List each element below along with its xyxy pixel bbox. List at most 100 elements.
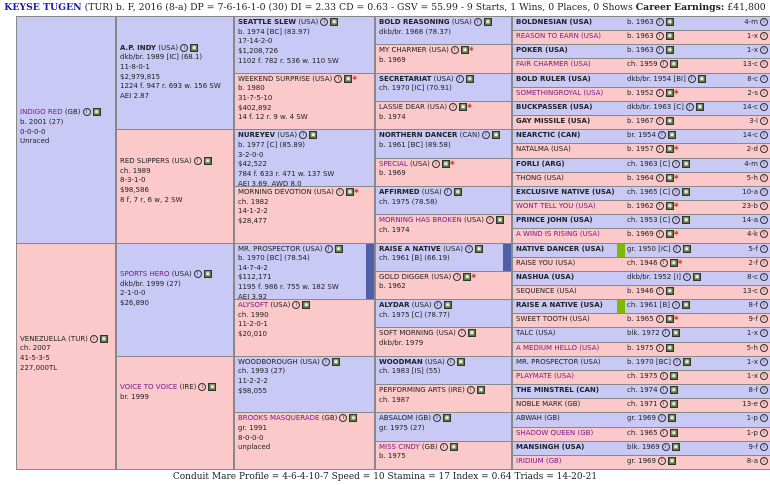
info-icon[interactable]: i bbox=[760, 187, 768, 196]
horse-name-link[interactable]: RAISE A NATIVE bbox=[379, 244, 441, 253]
chart-icon[interactable]: ▣ bbox=[441, 159, 450, 168]
info-icon[interactable]: i bbox=[672, 216, 681, 225]
info-icon[interactable]: i bbox=[760, 456, 768, 465]
info-icon[interactable]: i bbox=[760, 414, 768, 423]
info-icon[interactable]: i bbox=[198, 383, 207, 392]
horse-name-link[interactable]: NATIVE DANCER (USA) bbox=[516, 244, 605, 253]
chart-icon[interactable]: ▣ bbox=[669, 400, 678, 409]
chart-icon[interactable]: ▣ bbox=[669, 386, 678, 395]
info-icon[interactable]: i bbox=[760, 216, 768, 225]
chart-icon[interactable]: ▣ bbox=[483, 18, 492, 26]
info-icon[interactable]: i bbox=[655, 18, 664, 26]
info-icon[interactable]: i bbox=[433, 301, 442, 310]
info-icon[interactable]: i bbox=[655, 230, 664, 239]
info-icon[interactable]: i bbox=[760, 131, 768, 140]
info-icon[interactable]: i bbox=[180, 43, 189, 52]
info-icon[interactable]: i bbox=[661, 442, 670, 451]
info-icon[interactable]: i bbox=[455, 74, 464, 83]
info-icon[interactable]: i bbox=[655, 88, 664, 97]
info-icon[interactable]: i bbox=[655, 32, 664, 41]
info-icon[interactable]: i bbox=[655, 117, 664, 126]
info-icon[interactable]: i bbox=[659, 386, 668, 395]
info-icon[interactable]: i bbox=[760, 74, 768, 83]
info-icon[interactable]: i bbox=[657, 131, 666, 140]
info-icon[interactable]: i bbox=[760, 286, 768, 295]
info-icon[interactable]: i bbox=[760, 301, 768, 310]
info-icon[interactable]: i bbox=[334, 74, 343, 83]
chart-icon[interactable]: ▣ bbox=[495, 216, 504, 225]
info-icon[interactable]: i bbox=[466, 386, 475, 395]
chart-icon[interactable]: ▣ bbox=[667, 456, 676, 465]
info-icon[interactable]: i bbox=[473, 18, 482, 26]
horse-name-link[interactable]: REASON TO EARN (USA) bbox=[516, 32, 601, 41]
chart-icon[interactable]: ▣ bbox=[465, 74, 474, 83]
chart-icon[interactable]: ▣ bbox=[334, 244, 343, 253]
info-icon[interactable]: i bbox=[449, 102, 458, 111]
horse-name-link[interactable]: A.P. INDY bbox=[120, 43, 156, 52]
chart-icon[interactable]: ▣ bbox=[463, 272, 472, 281]
horse-name-link[interactable]: GAY MISSILE (USA) bbox=[516, 117, 591, 126]
horse-name-link[interactable]: ABSALOM bbox=[379, 414, 414, 423]
info-icon[interactable]: i bbox=[760, 159, 768, 168]
horse-name-link[interactable]: BUCKPASSER (USA) bbox=[516, 102, 593, 111]
horse-name-link[interactable]: THONG (USA) bbox=[516, 173, 564, 182]
horse-name-link[interactable]: THE MINSTREL (CAN) bbox=[516, 386, 599, 395]
info-icon[interactable]: i bbox=[193, 270, 202, 279]
info-icon[interactable]: i bbox=[292, 301, 301, 310]
chart-icon[interactable]: ▣ bbox=[697, 74, 706, 83]
horse-name-link[interactable]: A MEDIUM HELLO (USA) bbox=[516, 343, 600, 352]
info-icon[interactable]: i bbox=[465, 244, 474, 253]
info-icon[interactable]: i bbox=[760, 258, 768, 267]
chart-icon[interactable]: ▣ bbox=[665, 230, 674, 239]
horse-name-link[interactable]: BROOKS MASQUERADE bbox=[238, 414, 320, 423]
horse-name-link[interactable]: MANSINGH (USA) bbox=[516, 442, 585, 451]
horse-name-link[interactable]: WOODMAN bbox=[379, 357, 423, 366]
chart-icon[interactable]: ▣ bbox=[669, 371, 678, 380]
horse-name-link[interactable]: IRIDIUM (GB) bbox=[516, 456, 562, 465]
info-icon[interactable]: i bbox=[760, 400, 768, 409]
chart-icon[interactable]: ▣ bbox=[345, 187, 354, 196]
chart-icon[interactable]: ▣ bbox=[456, 357, 465, 366]
horse-name-link[interactable]: MR. PROSPECTOR (USA) bbox=[516, 357, 601, 366]
info-icon[interactable]: i bbox=[672, 301, 681, 310]
horse-name-link[interactable]: FAIR CHARMER (USA) bbox=[516, 60, 591, 69]
chart-icon[interactable]: ▣ bbox=[682, 244, 691, 253]
chart-icon[interactable]: ▣ bbox=[349, 414, 358, 423]
info-icon[interactable]: i bbox=[82, 108, 91, 117]
horse-name-link[interactable]: SOMETHINGROYAL (USA) bbox=[516, 88, 604, 97]
horse-name-link[interactable]: SPORTS HERO bbox=[120, 270, 170, 279]
info-icon[interactable]: i bbox=[672, 187, 681, 196]
info-icon[interactable]: i bbox=[655, 286, 664, 295]
horse-name-link[interactable]: INDIGO RED bbox=[20, 108, 63, 117]
chart-icon[interactable]: ▣ bbox=[665, 18, 674, 26]
horse-name-link[interactable]: LASSIE DEAR bbox=[379, 102, 425, 111]
info-icon[interactable]: i bbox=[760, 32, 768, 41]
horse-name-link[interactable]: ALYDAR bbox=[379, 301, 410, 310]
info-icon[interactable]: i bbox=[432, 414, 441, 423]
horse-name-link[interactable]: NORTHERN DANCER bbox=[379, 131, 458, 140]
info-icon[interactable]: i bbox=[683, 272, 691, 281]
info-icon[interactable]: i bbox=[760, 202, 768, 211]
info-icon[interactable]: i bbox=[661, 329, 670, 338]
info-icon[interactable]: i bbox=[760, 357, 768, 366]
info-icon[interactable]: i bbox=[659, 400, 668, 409]
chart-icon[interactable]: ▣ bbox=[671, 442, 680, 451]
chart-icon[interactable]: ▣ bbox=[453, 187, 462, 196]
chart-icon[interactable]: ▣ bbox=[443, 301, 452, 310]
chart-icon[interactable]: ▣ bbox=[667, 414, 676, 423]
horse-name-link[interactable]: WOODBOROUGH bbox=[238, 357, 298, 366]
horse-name-link[interactable]: A WIND IS RISING (USA) bbox=[516, 230, 600, 239]
info-icon[interactable]: i bbox=[485, 216, 494, 225]
chart-icon[interactable]: ▣ bbox=[442, 414, 451, 423]
info-icon[interactable]: i bbox=[453, 272, 462, 281]
chart-icon[interactable]: ▣ bbox=[693, 272, 701, 281]
chart-icon[interactable]: ▣ bbox=[665, 32, 674, 41]
chart-icon[interactable]: ▣ bbox=[665, 117, 674, 126]
chart-icon[interactable]: ▣ bbox=[467, 329, 476, 338]
horse-name-link[interactable]: BOLD RULER (USA) bbox=[516, 74, 591, 83]
horse-name-link[interactable]: NUREYEV bbox=[238, 131, 275, 140]
chart-icon[interactable]: ▣ bbox=[460, 46, 469, 55]
info-icon[interactable]: i bbox=[760, 343, 768, 352]
horse-name-link[interactable]: PLAYMATE (USA) bbox=[516, 371, 574, 380]
horse-name-link[interactable]: SWEET TOOTH (USA) bbox=[516, 315, 590, 324]
